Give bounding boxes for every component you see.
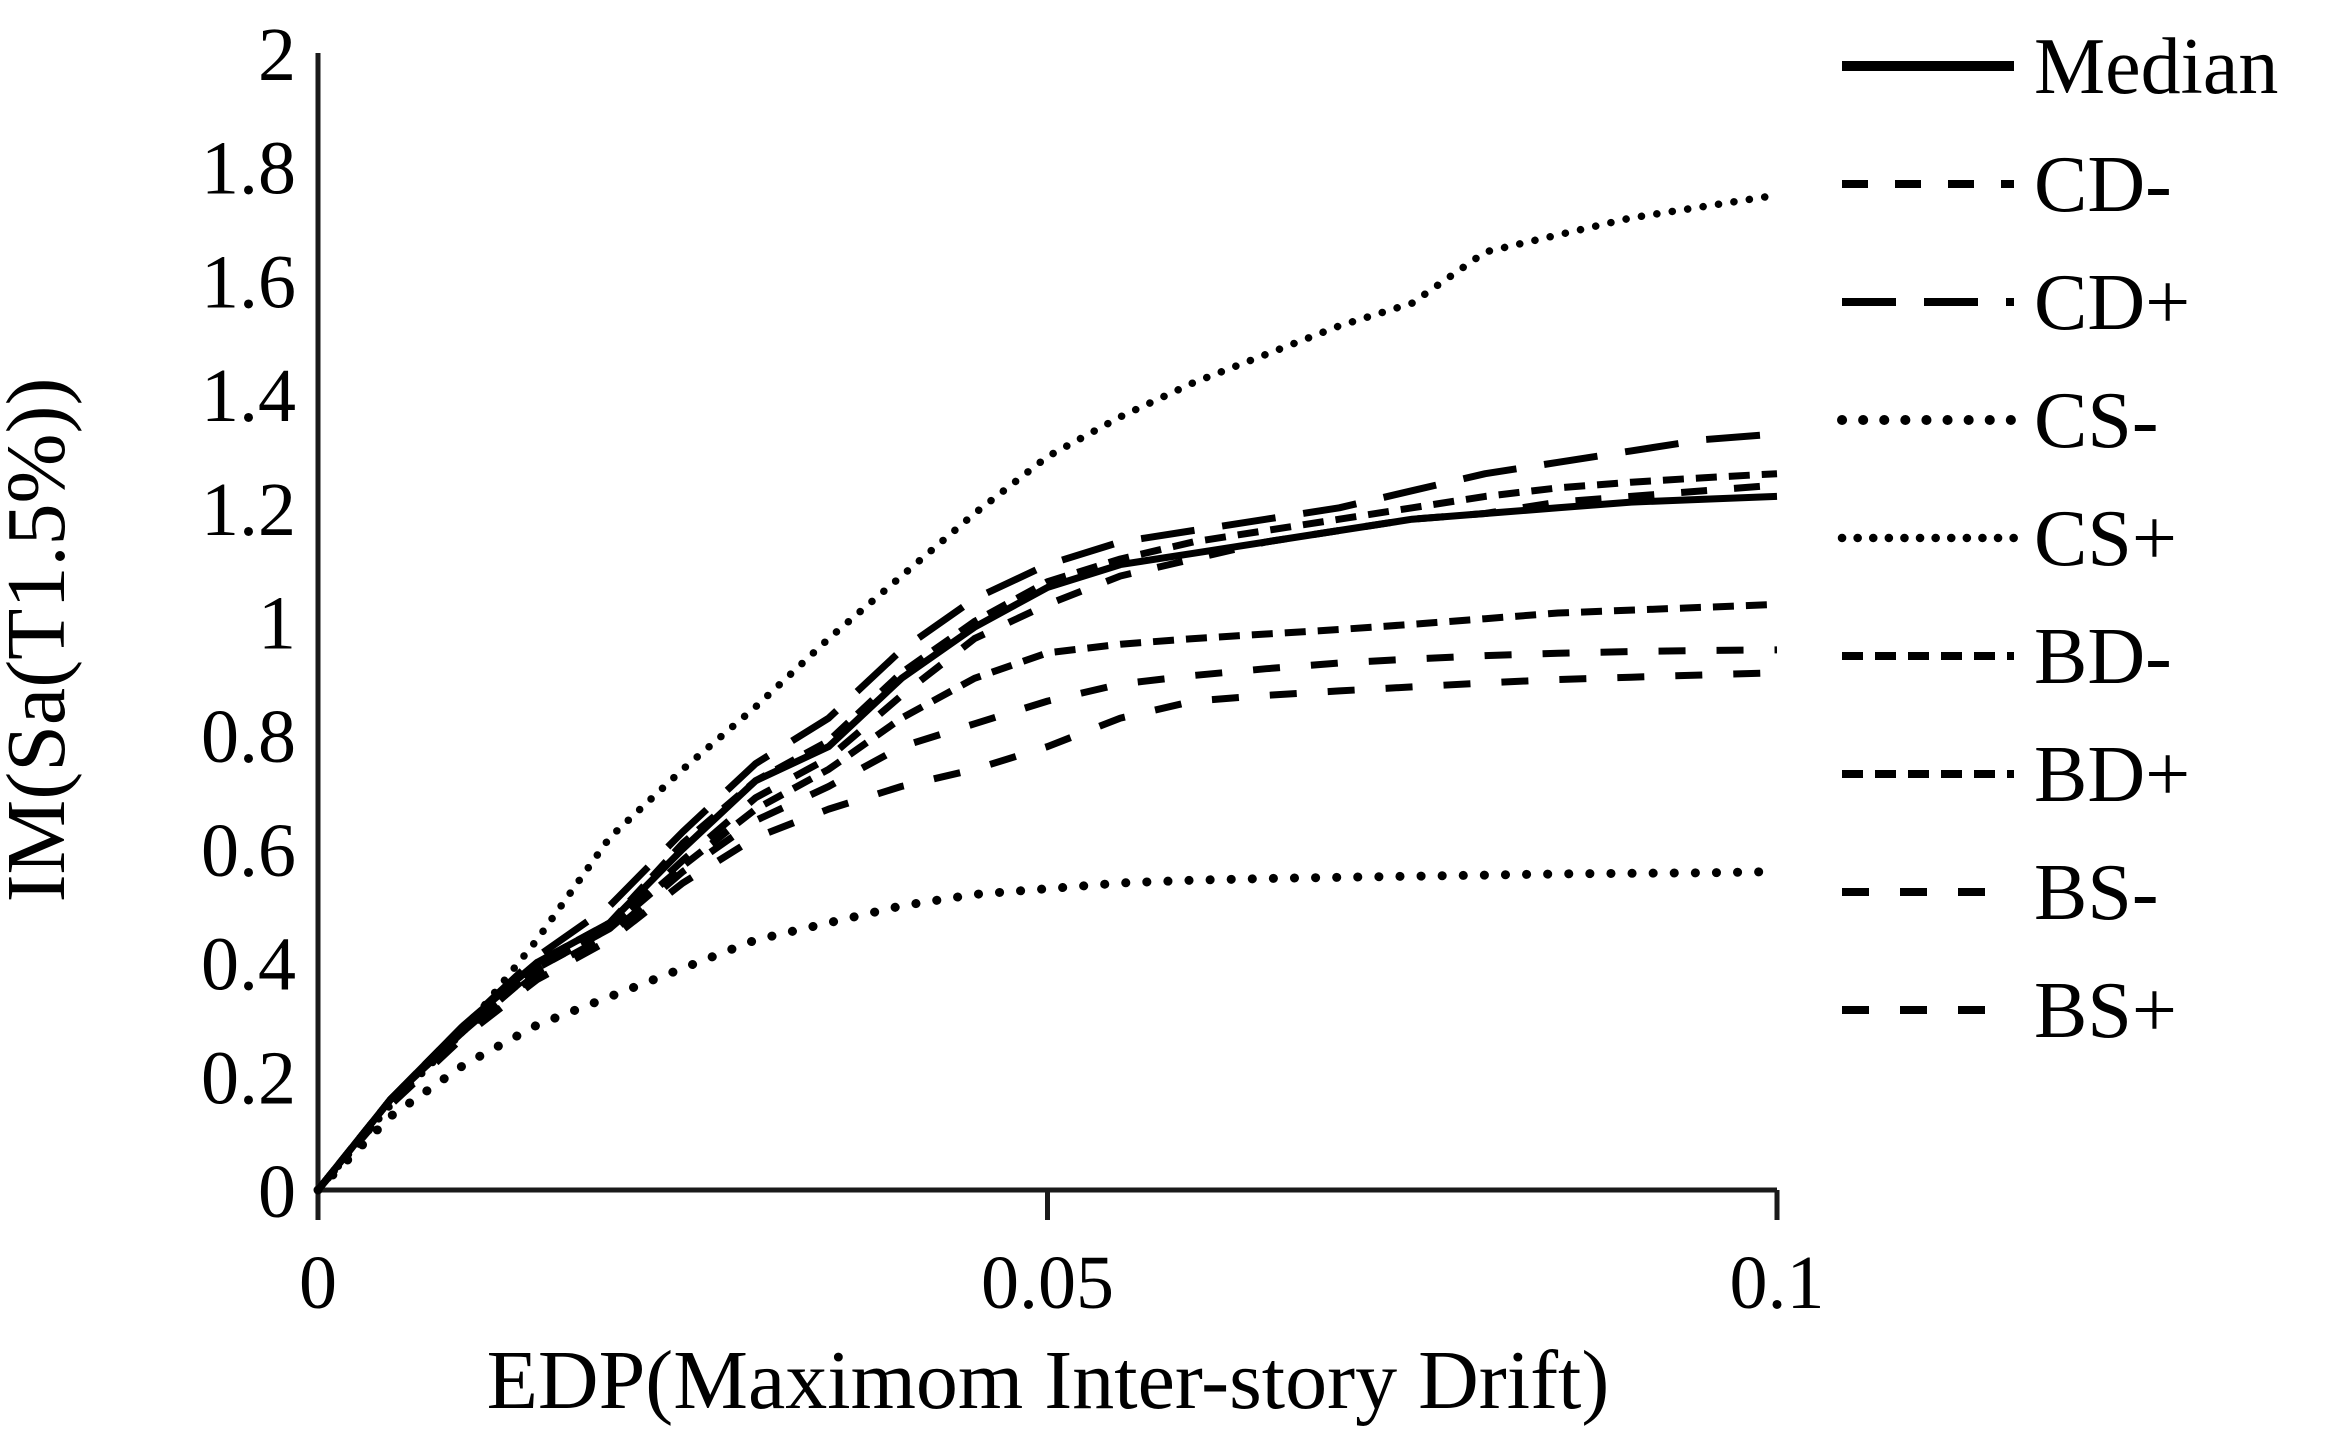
curve-BS+ <box>315 669 1778 1193</box>
legend-label-BS+: BS+ <box>2034 967 2177 1055</box>
x-tick-label-0.05: 0.05 <box>981 1241 1114 1325</box>
legend-item-CS-: CS- <box>1837 377 2159 465</box>
curve-CD+ <box>315 430 1778 1193</box>
legend-item-CS+: CS+ <box>1837 495 2177 583</box>
legend-item-BS+: BS+ <box>1842 967 2177 1055</box>
curve-Median <box>315 492 1778 1193</box>
y-tick-label-0: 0 <box>258 1150 296 1234</box>
legend-label-BD-: BD- <box>2034 613 2172 701</box>
legend-label-CD+: CD+ <box>2034 259 2190 347</box>
y-tick-label-0.2: 0.2 <box>201 1036 296 1120</box>
axis-lines <box>315 53 1777 1193</box>
curve-CS+ <box>314 191 1781 1194</box>
y-tick-label-1.8: 1.8 <box>201 127 296 211</box>
curve-BD- <box>315 600 1778 1193</box>
legend-item-CD-: CD- <box>1842 141 2172 229</box>
y-axis-title: IM(Sa(T1.5%)) <box>0 378 83 903</box>
legend-label-CD-: CD- <box>2034 141 2172 229</box>
legend-label-BD+: BD+ <box>2034 731 2190 819</box>
y-tick-label-2: 2 <box>258 13 296 97</box>
legend-item-BS-: BS- <box>1842 849 2159 937</box>
legend-label-CS-: CS- <box>2034 377 2159 465</box>
y-tick-label-0.6: 0.6 <box>201 809 296 893</box>
curves-layer <box>313 191 1782 1195</box>
y-tick-label-1: 1 <box>258 582 296 666</box>
y-tick-label-0.4: 0.4 <box>201 923 296 1007</box>
legend-item-Median: Median <box>1842 23 2278 111</box>
legend-item-CD+: CD+ <box>1842 259 2190 347</box>
y-tick-label-1.4: 1.4 <box>201 354 296 438</box>
x-axis-title: EDP(Maximom Inter-story Drift) <box>487 1334 1610 1427</box>
legend-label-Median: Median <box>2034 23 2278 111</box>
x-tick-label-0.1: 0.1 <box>1730 1241 1825 1325</box>
y-tick-label-0.8: 0.8 <box>201 695 296 779</box>
y-tick-label-1.2: 1.2 <box>201 468 296 552</box>
legend-item-BD-: BD- <box>1842 613 2172 701</box>
legend: Median CD- CD+ CS- CS+ BD- BD+ BS- BS+ <box>1837 23 2278 1055</box>
x-tick-label-0: 0 <box>299 1241 337 1325</box>
axes-layer <box>315 53 1780 1220</box>
tick-labels-layer: 0 0.2 0.4 0.6 0.8 1 1.2 1.4 1.6 1.8 2 0 0.05 0.1 <box>201 13 1825 1325</box>
legend-label-BS-: BS- <box>2034 849 2159 937</box>
curve-BS- <box>315 646 1778 1193</box>
legend-item-BD+: BD+ <box>1842 731 2190 819</box>
y-tick-label-1.6: 1.6 <box>201 240 296 324</box>
curve-BD+ <box>315 470 1778 1193</box>
legend-label-CS+: CS+ <box>2034 495 2177 583</box>
curve-CS- <box>313 867 1782 1195</box>
